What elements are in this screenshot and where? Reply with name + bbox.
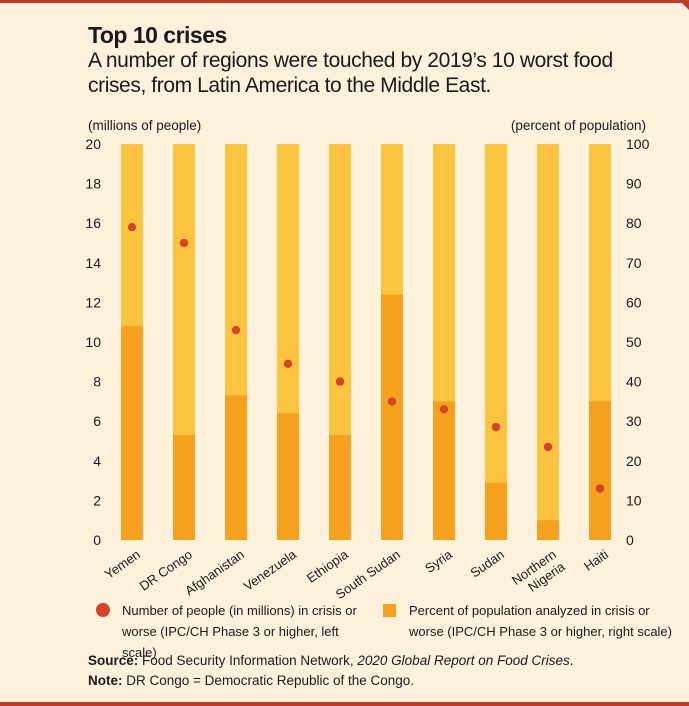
category-label: Syria — [422, 546, 455, 576]
right-tick-label: 0 — [626, 532, 634, 548]
left-tick-label: 0 — [93, 532, 101, 548]
bar-percent — [225, 395, 247, 540]
dot-people — [595, 484, 605, 493]
category-label: Ethiopia — [304, 546, 352, 586]
bar-background — [485, 144, 507, 540]
chart-title: Top 10 crises — [88, 22, 227, 48]
bar-percent — [329, 435, 351, 540]
source-line: Source: Food Security Information Networ… — [88, 651, 678, 671]
right-tick-label: 50 — [626, 334, 642, 350]
right-axis-label: (percent of population) — [511, 118, 646, 133]
left-tick-label: 6 — [93, 413, 101, 429]
right-tick-label: 70 — [626, 255, 642, 271]
category-label: Afghanistan — [182, 547, 247, 599]
bottom-border — [0, 702, 689, 706]
bar-percent — [589, 401, 611, 540]
left-tick-label: 2 — [93, 492, 101, 508]
left-tick-label: 16 — [85, 215, 101, 231]
right-tick-label: 80 — [626, 215, 642, 231]
source-text: Food Security Information Network, — [142, 653, 354, 668]
category-label: Haiti — [581, 547, 611, 574]
category-label: Venezuela — [241, 546, 300, 594]
right-tick-label: 60 — [626, 294, 642, 310]
bar-percent — [173, 435, 195, 540]
bar-group — [121, 144, 611, 540]
dot-people — [543, 442, 553, 452]
dot-group — [127, 222, 605, 493]
left-tick-label: 14 — [85, 255, 101, 271]
bar-percent — [277, 413, 299, 540]
dot-people — [387, 397, 397, 406]
source-label: Source: — [88, 653, 139, 668]
legend-percent-text: Percent of population analyzed in crisis… — [409, 600, 672, 642]
left-tick-label: 8 — [93, 374, 101, 390]
bar-percent — [537, 520, 559, 540]
bar-percent — [121, 326, 143, 540]
category-label: Sudan — [468, 547, 507, 581]
legend-bar-swatch — [383, 604, 396, 617]
legend-people-line1: Number of people (in millions) in crisis… — [122, 603, 357, 618]
note-text: DR Congo = Democratic Republic of the Co… — [126, 673, 415, 688]
bar-percent — [485, 482, 507, 540]
dot-people — [491, 422, 501, 432]
top-border — [0, 0, 689, 10]
legend: Number of people (in millions) in crisis… — [96, 600, 676, 660]
right-tick-label: 10 — [626, 492, 642, 508]
dot-people — [439, 405, 449, 414]
bar-percent — [433, 401, 455, 540]
source-end: . — [569, 653, 574, 668]
legend-percent-line1: Percent of population analyzed in crisis… — [409, 603, 650, 618]
left-tick-label: 20 — [85, 136, 101, 152]
bar-percent — [381, 294, 403, 540]
legend-percent-line2: worse (IPC/CH Phase 3 or higher, right s… — [409, 624, 672, 639]
note-label: Note: — [88, 673, 123, 688]
right-tick-label: 100 — [626, 136, 650, 152]
category-label: Yemen — [102, 547, 143, 582]
dot-people — [283, 359, 293, 368]
left-tick-label: 4 — [93, 453, 101, 469]
dot-people — [335, 377, 345, 386]
legend-dot-swatch — [96, 603, 110, 617]
source-title: 2020 Global Report on Food Crises — [357, 653, 570, 668]
left-axis-label: (millions of people) — [88, 118, 201, 133]
notes: Source: Food Security Information Networ… — [88, 651, 678, 691]
dot-people — [127, 222, 137, 232]
right-tick-label: 30 — [626, 413, 642, 429]
legend-people-line2: worse (IPC/CH Phase 3 or higher, left sc… — [122, 624, 339, 660]
legend-people-text: Number of people (in millions) in crisis… — [122, 600, 376, 663]
right-axis-ticks: 0 10 20 30 40 50 60 70 80 90 100 — [626, 136, 650, 548]
right-tick-label: 40 — [626, 374, 642, 390]
left-tick-label: 10 — [85, 334, 101, 350]
left-tick-label: 18 — [85, 176, 101, 192]
category-label: NorthernNigeria — [509, 546, 568, 600]
bar-background — [537, 144, 559, 540]
note-line: Note: DR Congo = Democratic Republic of … — [88, 671, 678, 691]
chart-subtitle: A number of regions were touched by 2019… — [88, 49, 613, 97]
chart: (millions of people) (percent of populat… — [85, 118, 650, 600]
right-tick-label: 20 — [626, 453, 642, 469]
left-axis-ticks: 0 2 4 6 8 10 12 14 16 18 20 — [85, 136, 101, 548]
right-tick-label: 90 — [626, 176, 642, 192]
left-tick-label: 12 — [85, 294, 101, 310]
dot-people — [179, 238, 189, 248]
dot-people — [231, 325, 241, 335]
